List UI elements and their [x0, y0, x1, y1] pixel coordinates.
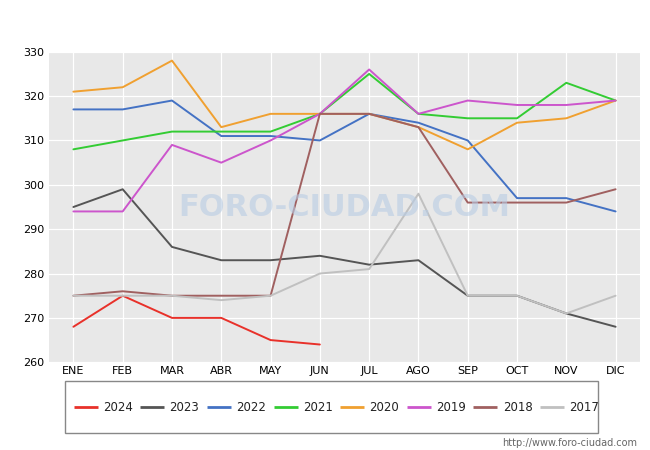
Text: 2023: 2023 — [170, 400, 200, 414]
Text: 2019: 2019 — [436, 400, 466, 414]
Text: 2018: 2018 — [502, 400, 532, 414]
Text: 2020: 2020 — [369, 400, 399, 414]
Text: http://www.foro-ciudad.com: http://www.foro-ciudad.com — [502, 438, 637, 448]
Text: 2021: 2021 — [303, 400, 333, 414]
Text: 2024: 2024 — [103, 400, 133, 414]
Text: 2022: 2022 — [236, 400, 266, 414]
FancyBboxPatch shape — [65, 381, 598, 433]
Text: Afiliados en Sidamon a 31/5/2024: Afiliados en Sidamon a 31/5/2024 — [179, 14, 471, 33]
Text: FORO-CIUDAD.COM: FORO-CIUDAD.COM — [179, 193, 510, 221]
Text: 2017: 2017 — [569, 400, 599, 414]
